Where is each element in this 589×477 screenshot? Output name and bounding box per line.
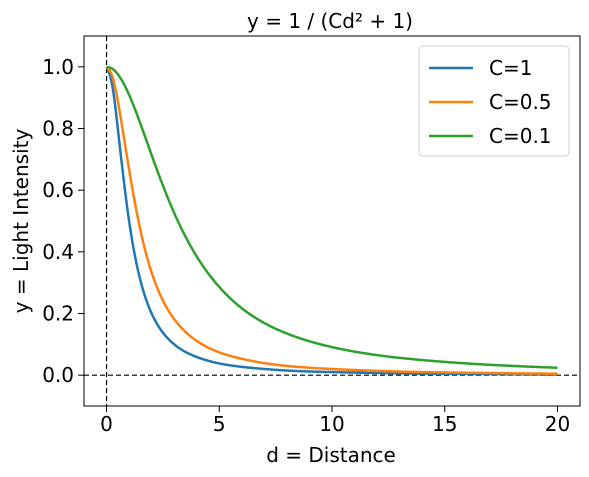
x-axis-label: d = Distance [266,443,396,467]
data-point [376,354,378,356]
y-tick-label: 0.6 [42,178,74,202]
series-line [105,65,558,375]
legend-label: C=0.5 [489,90,552,114]
x-axis-ticks: 0 5 10 15 20 [100,406,570,436]
data-point [376,372,378,374]
data-point [140,123,142,125]
reference-lines [84,36,580,406]
data-point [264,368,266,370]
data-point [331,346,333,348]
data-point [111,75,113,77]
data-point [421,359,423,361]
data-point [557,367,559,369]
data-point [241,366,243,368]
y-tick-label: 0.2 [42,302,74,326]
data-point [140,279,142,281]
data-point [151,272,153,274]
x-tick-label: 0 [100,412,113,436]
data-point [162,300,164,302]
data-point [196,340,198,342]
legend: C=1 C=0.5 C=0.1 [418,45,570,157]
data-series [105,65,559,376]
data-point [128,169,130,171]
data-point [218,352,220,354]
data-point [196,356,198,358]
x-tick-label: 10 [319,412,344,436]
data-point [331,371,333,373]
data-point [151,313,153,315]
data-point [162,185,164,187]
data-point [173,318,175,320]
data-point [173,344,175,346]
data-point [512,373,514,375]
data-point [117,100,119,102]
data-point [218,363,220,365]
y-tick-label: 1.0 [42,55,74,79]
data-point [241,358,243,360]
data-point [466,363,468,365]
data-point [286,333,288,335]
data-point [117,73,119,75]
data-point [264,322,266,324]
data-point [512,365,514,367]
x-tick-label: 20 [545,412,570,436]
x-tick-label: 15 [432,412,457,436]
data-point [106,66,108,68]
data-point [421,371,423,373]
data-point [117,128,119,130]
data-point [241,307,243,309]
data-point [264,362,266,364]
data-point [196,256,198,258]
y-tick-label: 0.4 [42,240,74,264]
data-point [123,177,125,179]
data-point [123,134,125,136]
x-tick-label: 5 [213,412,226,436]
data-point [218,286,220,288]
y-axis-ticks: 0.0 0.2 0.4 0.6 0.8 1.0 [42,55,84,387]
data-point [331,368,333,370]
legend-box [418,45,570,157]
data-point [466,372,468,374]
y-tick-label: 0.0 [42,363,74,387]
data-point [173,212,175,214]
data-point [140,229,142,231]
data-point [123,82,125,84]
data-point [376,370,378,372]
legend-label: C=0.1 [489,124,552,148]
legend-label: C=1 [489,56,532,80]
y-axis-label: y = Light Intensity [9,129,33,314]
data-point [111,84,113,86]
data-point [286,370,288,372]
data-point [162,332,164,334]
plot-frame [83,35,581,407]
data-point [557,373,559,375]
data-point [111,68,113,70]
data-point [128,94,130,96]
data-point [151,154,153,156]
y-tick-label: 0.8 [42,117,74,141]
series-line [106,65,558,370]
data-point [128,220,130,222]
data-point [286,365,288,367]
chart-title: y = 1 / (Cd² + 1) [247,9,413,33]
